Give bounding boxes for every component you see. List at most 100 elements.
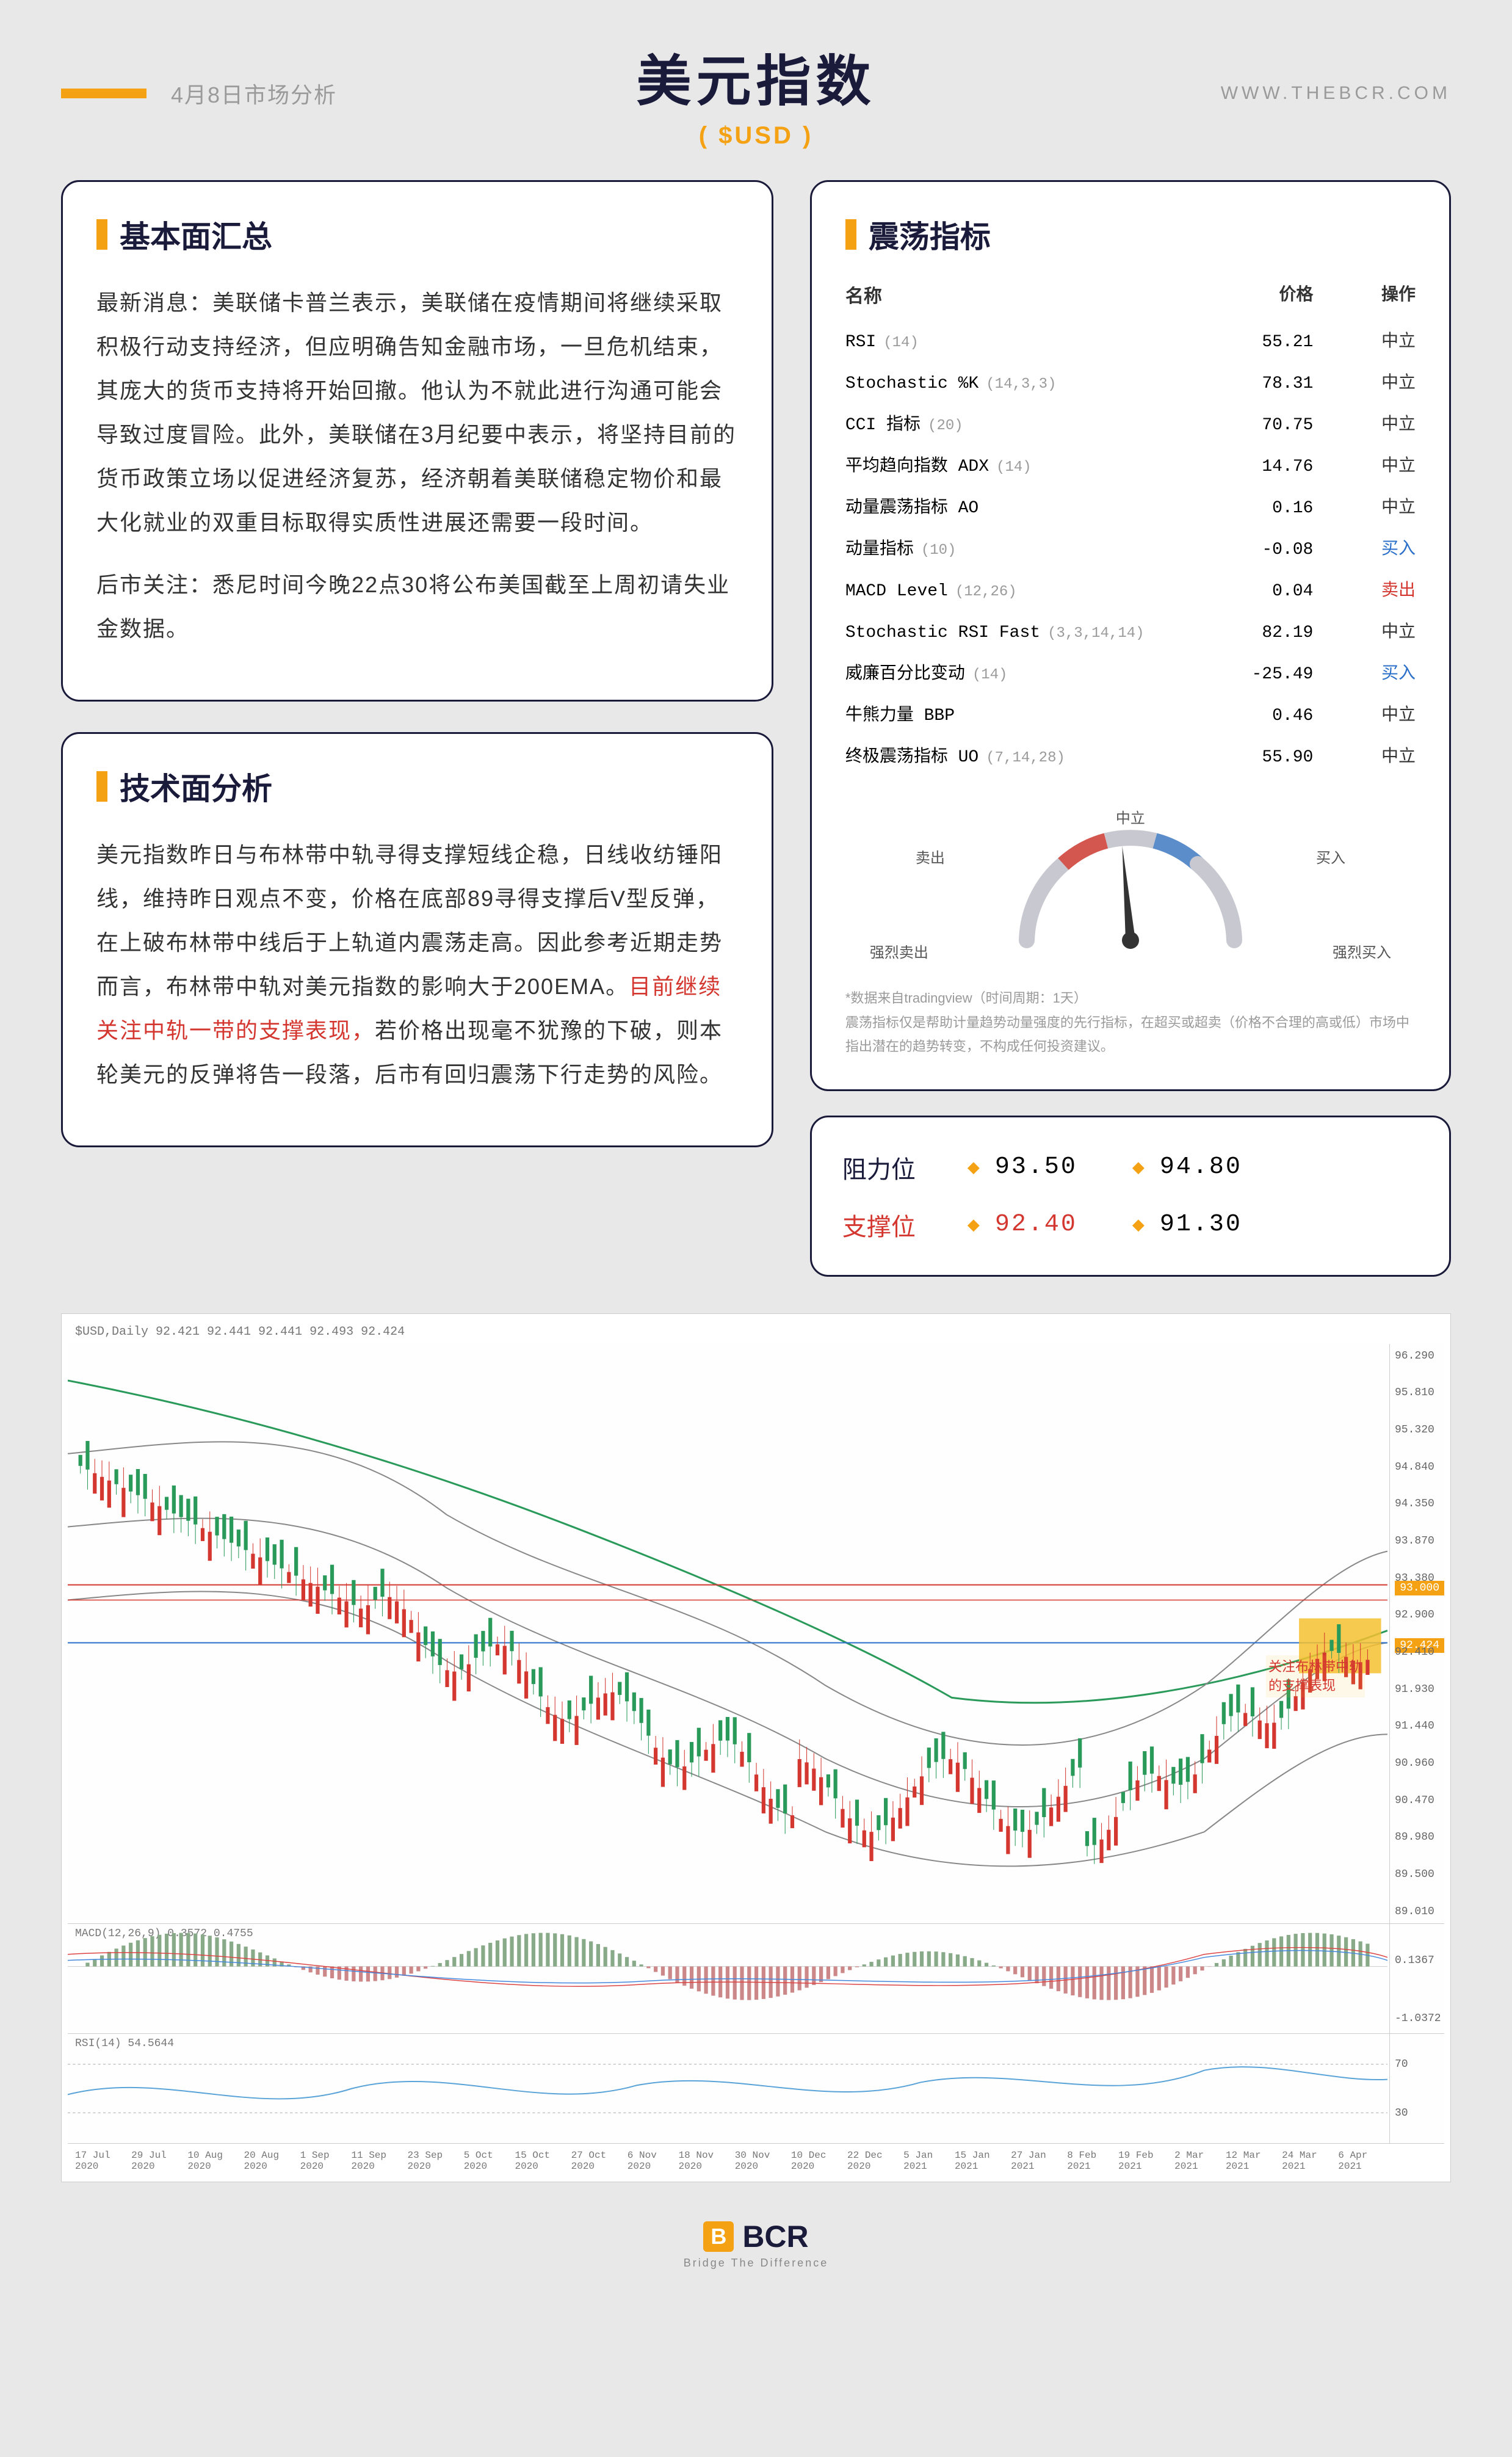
th-action: 操作 <box>1313 281 1416 308</box>
note-line2: 震荡指标仅是帮助计量趋势动量强度的先行指标，在超买或超卖（价格不合理的高或低）市… <box>845 1011 1416 1059</box>
y-tick: 95.810 <box>1395 1387 1434 1399</box>
osc-price: -0.08 <box>1182 540 1314 559</box>
technicals-text: 美元指数昨日与布林带中轨寻得支撑短线企稳，日线收纺锤阳线，维持昨日观点不变，价格… <box>96 833 738 1097</box>
y-tick: 92.900 <box>1395 1609 1434 1621</box>
osc-action: 卖出 <box>1313 576 1416 601</box>
oscillator-row: RSI(14)55.21中立 <box>845 319 1416 360</box>
osc-name: 动量震荡指标 AO <box>845 493 1182 518</box>
oscillator-row: 威廉百分比变动(14)-25.49买入 <box>845 651 1416 692</box>
x-date: 20 Aug 2020 <box>244 2150 300 2172</box>
y-tick: 96.290 <box>1395 1350 1434 1362</box>
annotation-l2: 的支撑表现 <box>1268 1677 1362 1696</box>
chart-annotation: 关注布林带中轨 的支撑表现 <box>1266 1655 1365 1698</box>
th-price: 价格 <box>1182 281 1314 308</box>
x-date: 15 Jan 2021 <box>955 2150 1011 2172</box>
x-date: 23 Sep 2020 <box>408 2150 464 2172</box>
gauge-sell: 卖出 <box>916 846 945 867</box>
y-tick: 91.440 <box>1395 1720 1434 1732</box>
osc-action: 中立 <box>1313 369 1416 393</box>
title-accent <box>96 771 107 802</box>
y-tick: 89.980 <box>1395 1831 1434 1843</box>
gauge-neutral: 中立 <box>1116 806 1145 827</box>
x-date: 27 Oct 2020 <box>571 2150 628 2172</box>
y-tick: 93.870 <box>1395 1535 1434 1547</box>
x-date: 27 Jan 2021 <box>1011 2150 1067 2172</box>
technicals-title: 技术面分析 <box>120 764 272 808</box>
x-date: 19 Feb 2021 <box>1118 2150 1174 2172</box>
y-tick: 91.930 <box>1395 1683 1434 1696</box>
gauge-note: *数据来自tradingview（时间周期：1天） 震荡指标仅是帮助计量趋势动量… <box>845 986 1416 1059</box>
annotation-l1: 关注布林带中轨 <box>1268 1658 1362 1677</box>
x-date: 30 Nov 2020 <box>735 2150 791 2172</box>
oscillator-row: MACD Level(12,26)0.04卖出 <box>845 568 1416 609</box>
gauge: 强烈卖出 卖出 中立 买入 强烈买入 <box>845 800 1416 974</box>
r1-value: 93.50 <box>995 1153 1117 1181</box>
osc-action: 中立 <box>1313 452 1416 476</box>
x-date: 22 Dec 2020 <box>847 2150 903 2172</box>
support-label: 支撑位 <box>842 1207 952 1243</box>
oscillator-row: 牛熊力量 BBP0.46中立 <box>845 692 1416 734</box>
oscillators-table: 名称 价格 操作 RSI(14)55.21中立Stochastic %K(14,… <box>845 281 1416 775</box>
oscillator-row: 动量指标(10)-0.08买入 <box>845 526 1416 568</box>
osc-price: 55.90 <box>1182 748 1314 767</box>
y-axis: 93.000 92.424 96.29095.81095.32094.84094… <box>1389 1344 1444 1923</box>
chart-info: $USD,Daily 92.421 92.441 92.441 92.493 9… <box>68 1320 1444 1344</box>
rsi-tick: 70 <box>1395 2058 1408 2070</box>
dot-icon: ◆ <box>968 1158 980 1177</box>
oscillator-row: Stochastic %K(14,3,3)78.31中立 <box>845 360 1416 402</box>
osc-action: 中立 <box>1313 410 1416 435</box>
macd-y-axis: 0.1367 -1.0372 <box>1389 1924 1444 2033</box>
gauge-buy: 买入 <box>1316 846 1345 867</box>
osc-name: 平均趋向指数 ADX(14) <box>845 452 1182 476</box>
x-date: 15 Oct 2020 <box>515 2150 571 2172</box>
brand-tagline: Bridge The Difference <box>61 2257 1451 2270</box>
oscillators-card: 震荡指标 名称 价格 操作 RSI(14)55.21中立Stochastic %… <box>810 180 1451 1091</box>
x-date: 6 Nov 2020 <box>628 2150 679 2172</box>
y-tick: 89.010 <box>1395 1906 1434 1918</box>
osc-action: 中立 <box>1313 493 1416 518</box>
x-date: 11 Sep 2020 <box>351 2150 407 2172</box>
osc-price: 0.04 <box>1182 582 1314 601</box>
x-date: 2 Mar 2021 <box>1174 2150 1226 2172</box>
osc-action: 中立 <box>1313 742 1416 767</box>
osc-name: CCI 指标(20) <box>845 410 1182 435</box>
osc-name: MACD Level(12,26) <box>845 582 1182 601</box>
x-date: 1 Sep 2020 <box>300 2150 352 2172</box>
macd-tick: -1.0372 <box>1395 2012 1441 2025</box>
x-date: 29 Jul 2020 <box>131 2150 187 2172</box>
site-url: WWW.THEBCR.COM <box>1024 83 1451 104</box>
gauge-strong-buy: 强烈买入 <box>1333 940 1391 962</box>
macd-panel: MACD(12,26,9) 0.3572 0.4755 0.1367 -1.03… <box>68 1924 1444 2034</box>
osc-price: 82.19 <box>1182 623 1314 642</box>
r2-value: 94.80 <box>1160 1153 1282 1181</box>
oscillators-title: 震荡指标 <box>869 212 991 256</box>
osc-price: 70.75 <box>1182 416 1314 435</box>
osc-action: 中立 <box>1313 618 1416 642</box>
osc-action: 买入 <box>1313 535 1416 559</box>
th-name: 名称 <box>845 281 1182 308</box>
technicals-card: 技术面分析 美元指数昨日与布林带中轨寻得支撑短线企稳，日线收纺锤阳线，维持昨日观… <box>61 732 773 1147</box>
x-date: 18 Nov 2020 <box>679 2150 735 2172</box>
osc-price: 0.46 <box>1182 706 1314 725</box>
dot-icon: ◆ <box>968 1215 980 1234</box>
osc-price: -25.49 <box>1182 665 1314 684</box>
page-title: 美元指数 <box>488 37 1024 116</box>
s1-value: 92.40 <box>995 1211 1117 1238</box>
chart-main-panel: 关注布林带中轨 的支撑表现 93.000 92.424 96.29095.810… <box>68 1344 1444 1924</box>
osc-name: 动量指标(10) <box>845 535 1182 559</box>
rsi-y-axis: 70 30 <box>1389 2034 1444 2143</box>
fundamentals-card: 基本面汇总 最新消息：美联储卡普兰表示，美联储在疫情期间将继续采取积极行动支持经… <box>61 180 773 702</box>
osc-name: Stochastic RSI Fast(3,3,14,14) <box>845 623 1182 642</box>
title-accent <box>96 219 107 250</box>
title-accent <box>845 219 856 250</box>
osc-action: 中立 <box>1313 701 1416 725</box>
fundamentals-p1: 最新消息：美联储卡普兰表示，美联储在疫情期间将继续采取积极行动支持经济，但应明确… <box>96 281 738 545</box>
osc-price: 0.16 <box>1182 499 1314 518</box>
osc-price: 55.21 <box>1182 333 1314 352</box>
y-tick: 92.410 <box>1395 1646 1434 1658</box>
osc-price: 78.31 <box>1182 374 1314 393</box>
price-chart: $USD,Daily 92.421 92.441 92.441 92.493 9… <box>61 1313 1451 2182</box>
x-date: 5 Oct 2020 <box>464 2150 515 2172</box>
y-tick: 90.960 <box>1395 1757 1434 1769</box>
gauge-strong-sell: 强烈卖出 <box>870 940 928 962</box>
